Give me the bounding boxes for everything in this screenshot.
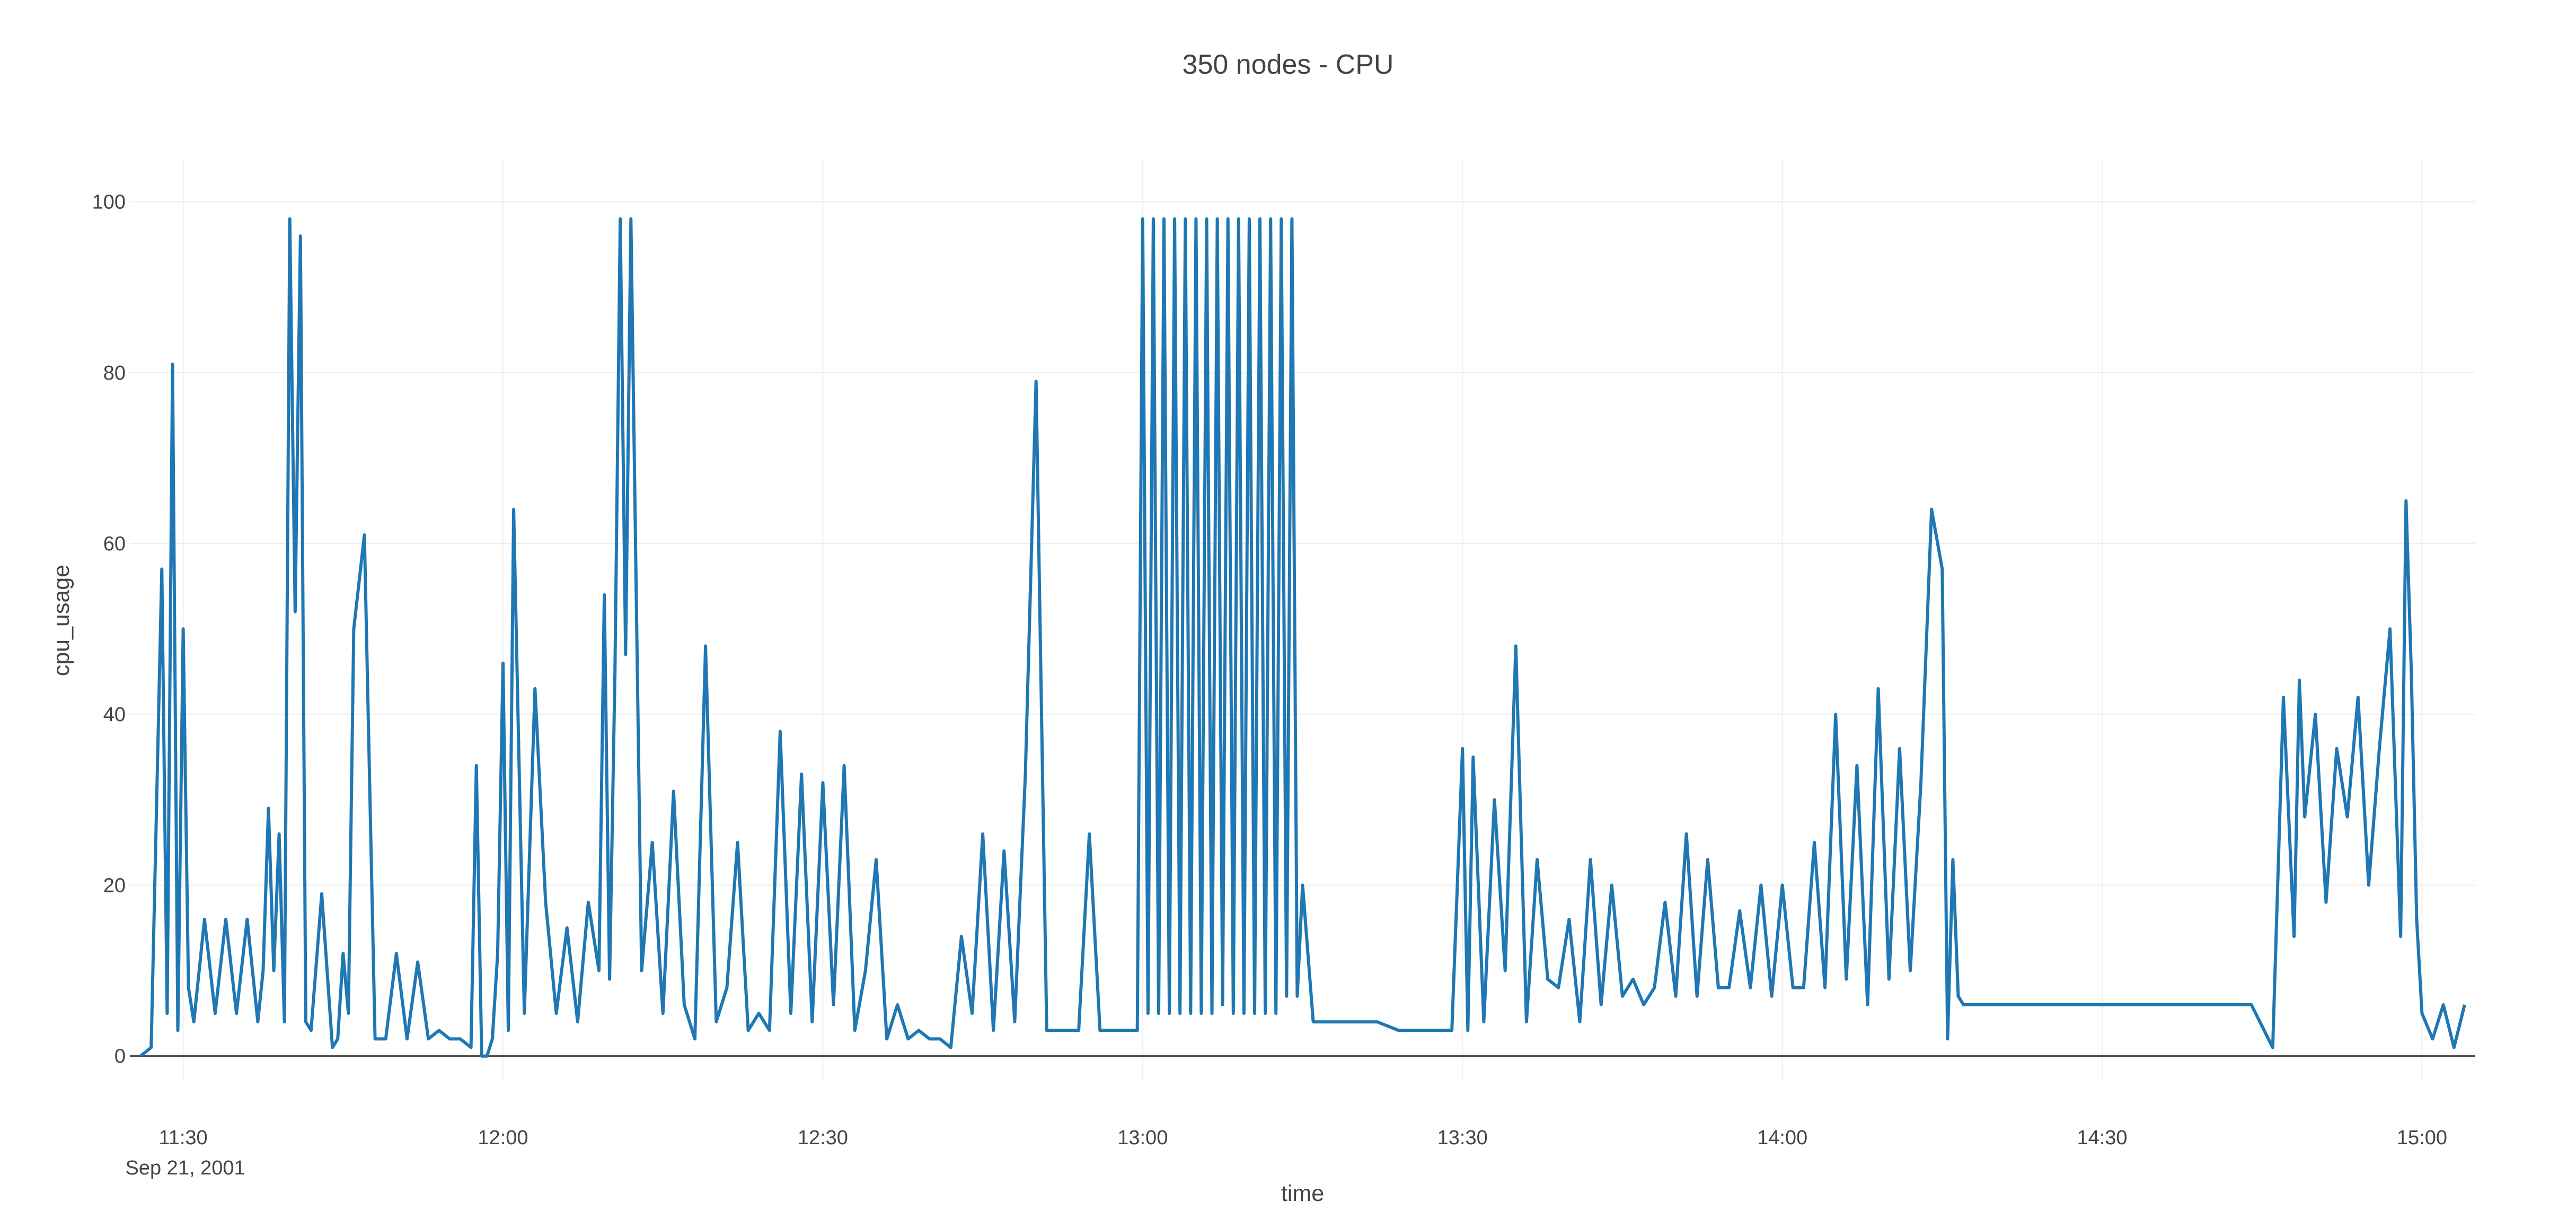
gridlines: [130, 159, 2475, 1082]
x-axis-title: time: [1281, 1181, 1324, 1206]
x-tick-label: 12:30: [798, 1127, 848, 1149]
y-tick-label: 40: [103, 704, 126, 726]
x-tick-label: 12:00: [478, 1127, 528, 1149]
x-tick-label: 11:30: [158, 1127, 207, 1149]
series-line: [139, 217, 2466, 1058]
y-tick-label: 80: [103, 362, 126, 384]
y-tick-label: 0: [114, 1046, 126, 1068]
series-layer: [139, 217, 2466, 1058]
x-tick-label: 14:00: [1757, 1127, 1807, 1149]
x-tick-label: 15:00: [2397, 1127, 2447, 1149]
chart-title: 350 nodes - CPU: [1182, 49, 1394, 80]
y-tick-label: 60: [103, 533, 126, 555]
x-tick-label: 14:30: [2077, 1127, 2127, 1149]
y-tick-label: 20: [103, 874, 126, 897]
y-tick-label: 100: [92, 191, 126, 214]
x-tick-label: 13:30: [1437, 1127, 1488, 1149]
axes: 0 20 40 60 80 100 11:30 Sep 21, 2001 12:00 12:30 1…: [92, 191, 2475, 1179]
x-tick-label: 13:00: [1117, 1127, 1168, 1149]
x-tick-sublabel: Sep 21, 2001: [126, 1157, 245, 1179]
y-axis-title: cpu_usage: [49, 565, 74, 676]
